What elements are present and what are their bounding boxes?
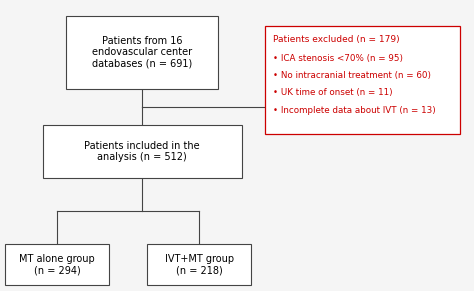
Text: Patients from 16
endovascular center
databases (n = 691): Patients from 16 endovascular center dat… <box>92 36 192 69</box>
FancyBboxPatch shape <box>147 244 251 285</box>
Text: • ICA stenosis <70% (n = 95): • ICA stenosis <70% (n = 95) <box>273 54 402 63</box>
FancyBboxPatch shape <box>5 244 109 285</box>
FancyBboxPatch shape <box>265 26 460 134</box>
Text: • Incomplete data about IVT (n = 13): • Incomplete data about IVT (n = 13) <box>273 106 435 115</box>
FancyBboxPatch shape <box>66 16 218 89</box>
Text: Patients included in the
analysis (n = 512): Patients included in the analysis (n = 5… <box>84 141 200 162</box>
Text: • UK time of onset (n = 11): • UK time of onset (n = 11) <box>273 88 392 97</box>
Text: Patients excluded (n = 179): Patients excluded (n = 179) <box>273 36 399 45</box>
Text: • No intracranial treatment (n = 60): • No intracranial treatment (n = 60) <box>273 71 430 80</box>
FancyBboxPatch shape <box>43 125 242 178</box>
Text: IVT+MT group
(n = 218): IVT+MT group (n = 218) <box>164 254 234 276</box>
Text: MT alone group
(n = 294): MT alone group (n = 294) <box>19 254 95 276</box>
